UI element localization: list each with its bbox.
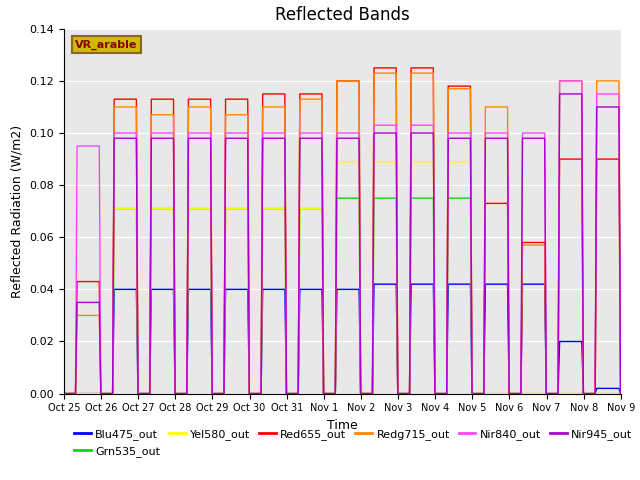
X-axis label: Time: Time xyxy=(327,419,358,432)
Text: VR_arable: VR_arable xyxy=(75,40,138,50)
Y-axis label: Reflected Radiation (W/m2): Reflected Radiation (W/m2) xyxy=(11,125,24,298)
Title: Reflected Bands: Reflected Bands xyxy=(275,6,410,24)
Legend: Blu475_out, Grn535_out, Yel580_out, Red655_out, Redg715_out, Nir840_out, Nir945_: Blu475_out, Grn535_out, Yel580_out, Red6… xyxy=(70,425,637,461)
